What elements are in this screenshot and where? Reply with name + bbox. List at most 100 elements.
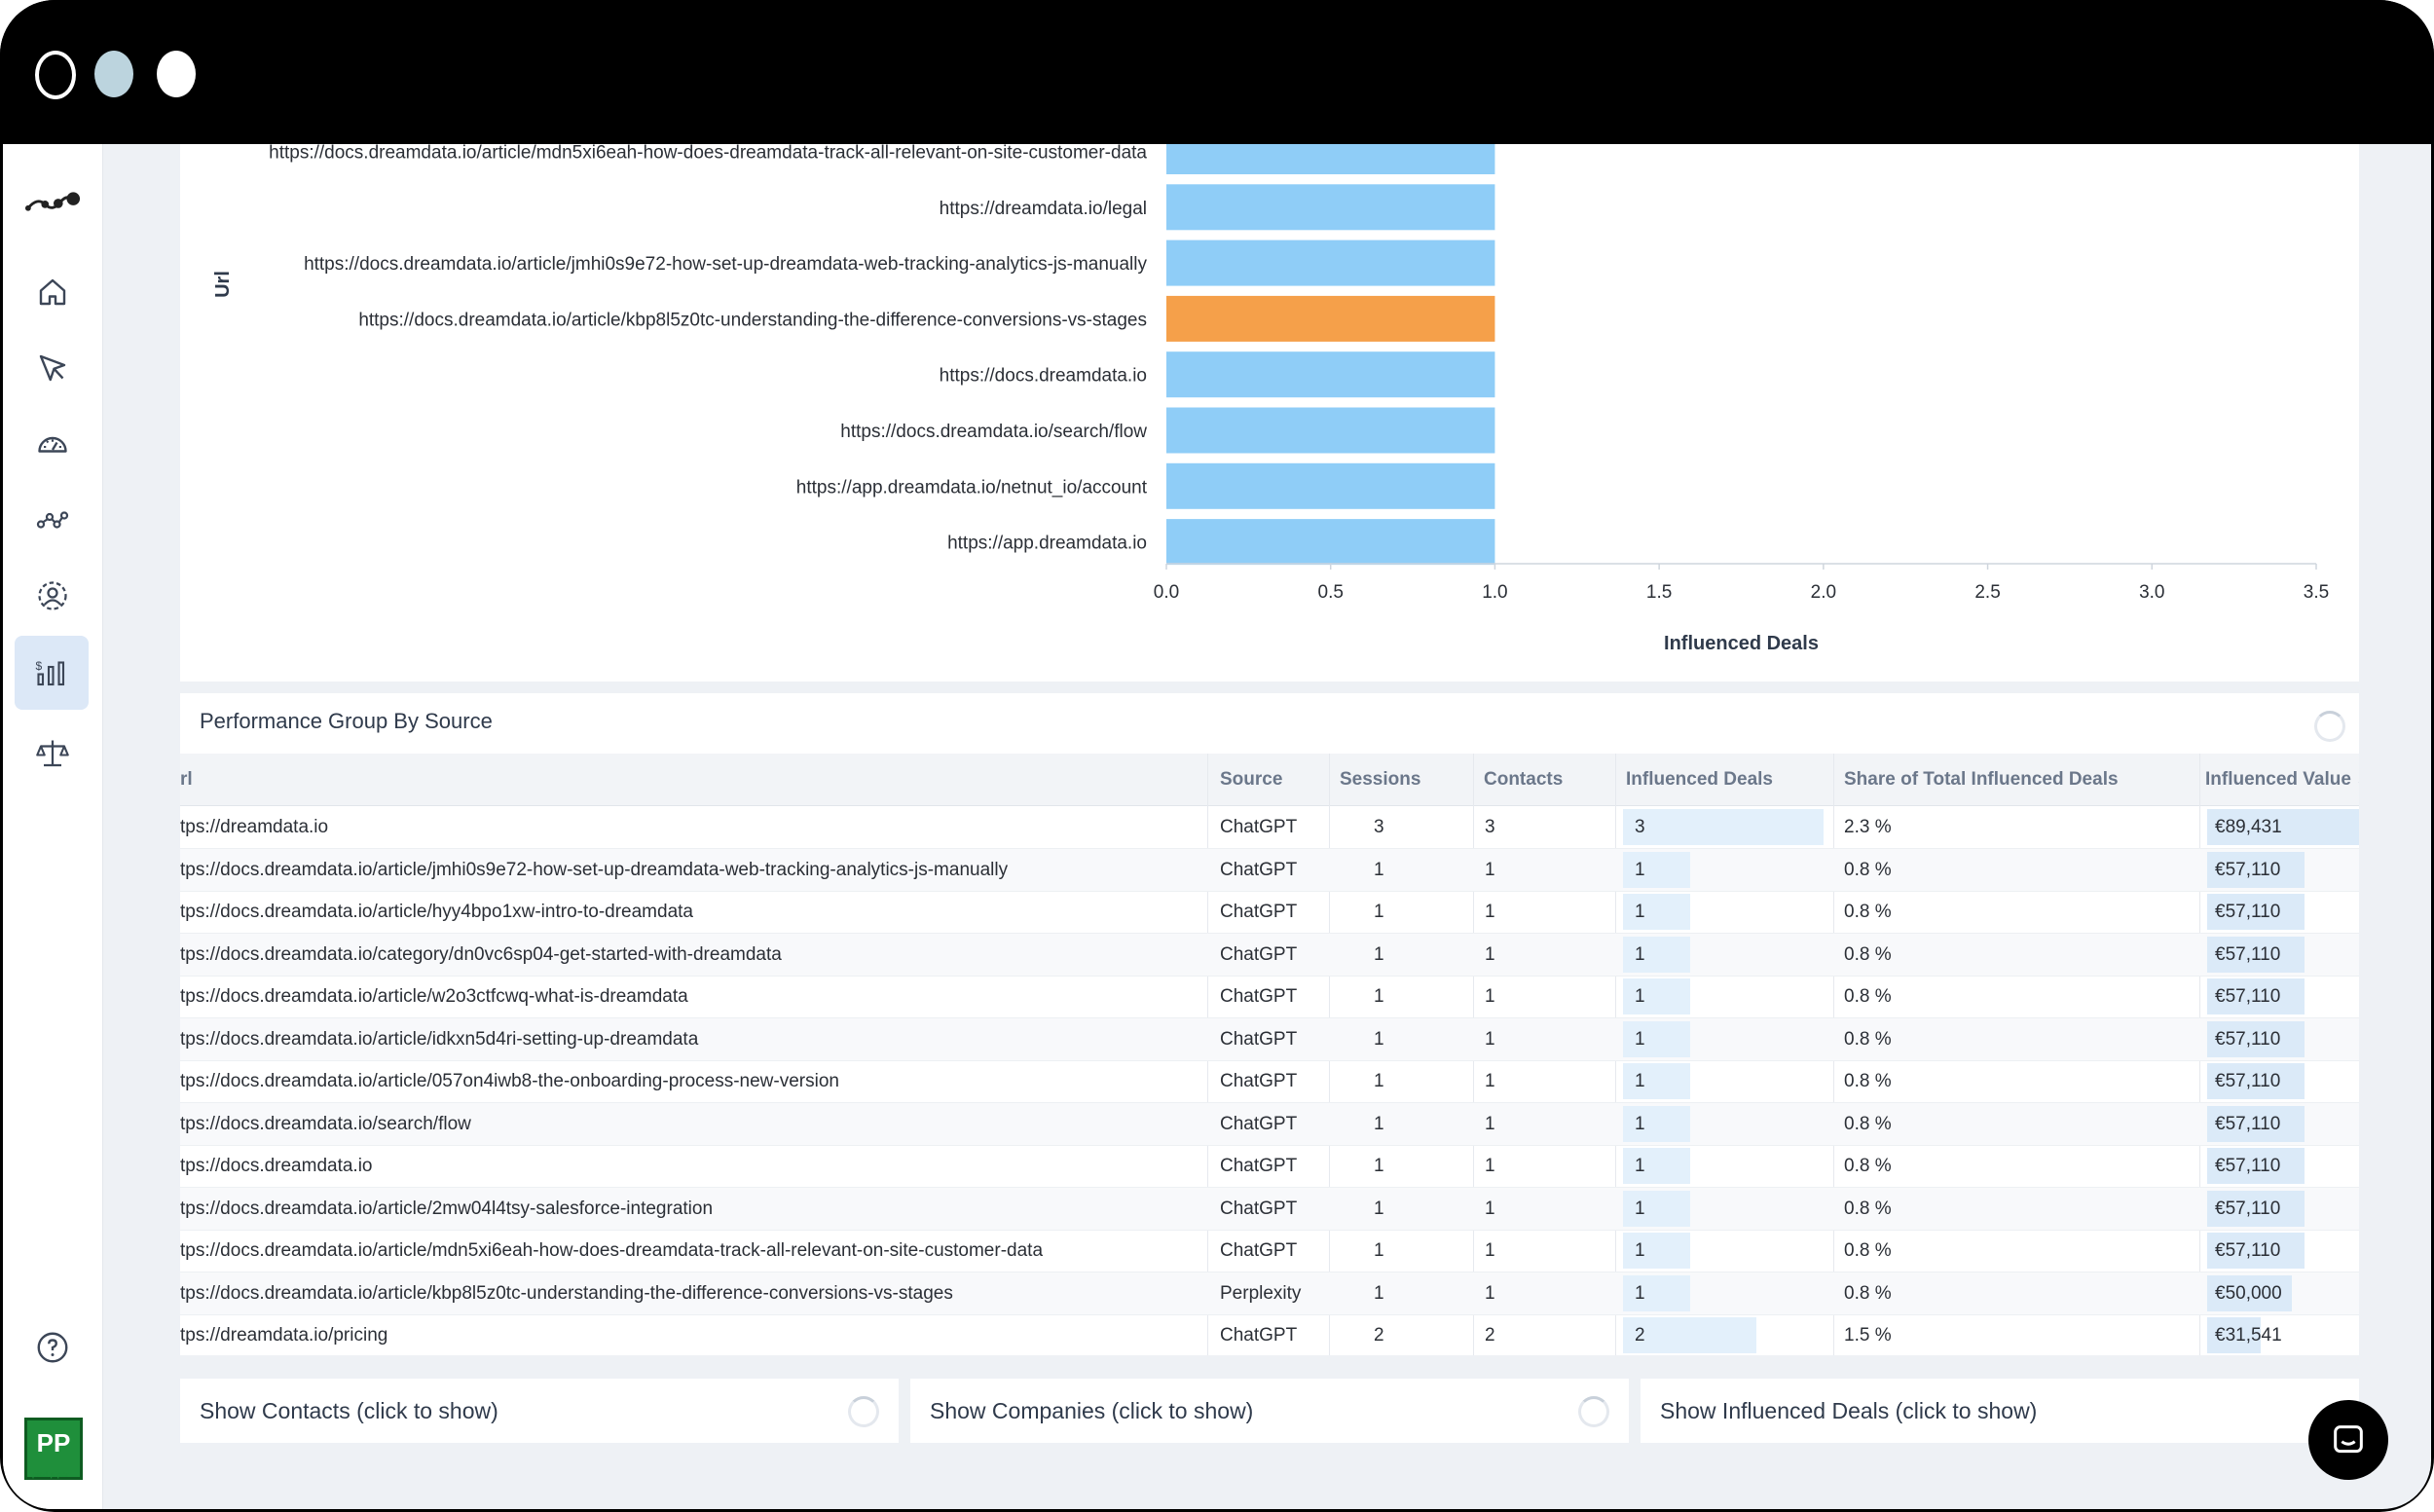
share-cell: 2.3 % [1844, 817, 1892, 837]
table-row[interactable]: tps://docs.dreamdata.io/article/w2o3ctfc… [180, 976, 2359, 1018]
table-row[interactable]: tps://docs.dreamdata.io/article/mdn5xi6e… [180, 1230, 2359, 1272]
influenced-value-cell: €57,110 [2215, 986, 2281, 1007]
column-header-sessions[interactable]: Sessions [1340, 769, 1421, 790]
influenced-value-cell: €57,110 [2215, 1240, 2281, 1261]
show-companies-card[interactable]: Show Companies (click to show) [910, 1379, 1629, 1443]
influenced-value-bar [2207, 1020, 2305, 1057]
scale-icon[interactable] [24, 725, 81, 782]
table-row[interactable]: tps://dreamdata.io/pricing ChatGPT 2 2 2 1.5 … [180, 1314, 2359, 1355]
contacts-cell: 1 [1485, 1156, 1495, 1176]
source-cell: ChatGPT [1220, 859, 1298, 880]
contacts-cell: 1 [1485, 1113, 1495, 1134]
column-header-source[interactable]: Source [1220, 769, 1283, 790]
home-icon[interactable] [24, 264, 81, 320]
show-contacts-card[interactable]: Show Contacts (click to show) [180, 1379, 899, 1443]
url-cell: tps://docs.dreamdata.io/article/057on4iw… [180, 1071, 839, 1091]
y-tick-label: https://docs.dreamdata.io/search/flow [840, 422, 1147, 442]
influenced-value-cell: €57,110 [2215, 1113, 2281, 1134]
influenced-deals-cell: 1 [1635, 902, 1645, 922]
loading-spinner-icon [1578, 1396, 1609, 1427]
help-icon[interactable] [24, 1319, 81, 1376]
share-cell: 0.8 % [1844, 1282, 1892, 1304]
audience-icon[interactable] [24, 568, 81, 624]
url-cell: tps://docs.dreamdata.io/article/idkxn5d4… [180, 1028, 699, 1050]
x-tick-label: 0.0 [1154, 582, 1179, 603]
app-container: $ PP pied piper https://docs.dreamdata.i… [3, 144, 2431, 1509]
column-header-contacts[interactable]: Contacts [1484, 769, 1564, 790]
table-row[interactable]: tps://docs.dreamdata.io/article/jmhi0s9e… [180, 848, 2359, 892]
column-header-url[interactable]: rl [180, 769, 193, 790]
table-row[interactable]: tps://docs.dreamdata.io/article/hyy4bpo1… [180, 891, 2359, 934]
share-cell: 0.8 % [1844, 1156, 1892, 1176]
influenced-value-bar [2207, 894, 2305, 930]
table-row[interactable]: tps://docs.dreamdata.io/article/idkxn5d4… [180, 1017, 2359, 1061]
influenced-deals-cell: 1 [1635, 1028, 1645, 1050]
url-cell: tps://dreamdata.io/pricing [180, 1325, 388, 1346]
influenced-deals-bar [1623, 1063, 1690, 1099]
table-row[interactable]: tps://docs.dreamdata.io/search/flow ChatG… [180, 1102, 2359, 1146]
source-cell: ChatGPT [1220, 1240, 1298, 1261]
contacts-cell: 2 [1485, 1325, 1495, 1346]
column-header-influenced-deals[interactable]: Influenced Deals [1626, 769, 1773, 790]
table-row[interactable]: tps://docs.dreamdata.io ChatGPT 1 1 1 0.8 % €5… [180, 1145, 2359, 1188]
influenced-deals-bar [1623, 809, 1824, 845]
chart-bar[interactable] [1166, 519, 1495, 566]
sessions-cell: 1 [1374, 902, 1384, 922]
influenced-deals-cell: 1 [1635, 1113, 1645, 1134]
influenced-value-cell: €57,110 [2215, 943, 2281, 965]
chart-bar[interactable] [1166, 144, 1495, 174]
table-row[interactable]: tps://dreamdata.io ChatGPT 3 3 3 2.3 % €89,431 [180, 806, 2359, 849]
chart-bar[interactable] [1166, 184, 1495, 231]
y-tick-label: https://docs.dreamdata.io [940, 366, 1147, 387]
x-axis-title: Influenced Deals [1664, 633, 1819, 654]
influenced-deals-bar [1623, 1317, 1757, 1353]
chat-launcher-button[interactable] [2308, 1400, 2388, 1480]
sessions-cell: 1 [1374, 1240, 1384, 1261]
workspace-logo[interactable]: PP [24, 1418, 83, 1480]
x-tick-label: 0.5 [1318, 582, 1344, 603]
source-cell: ChatGPT [1220, 943, 1298, 965]
show-companies-label: Show Companies (click to show) [930, 1398, 1254, 1423]
close-window-button[interactable] [35, 51, 76, 99]
y-tick-label: https://docs.dreamdata.io/article/jmhi0s… [304, 254, 1147, 275]
gauge-icon[interactable] [24, 416, 81, 472]
chat-icon [2334, 1425, 2363, 1454]
chart-bar[interactable] [1166, 351, 1495, 398]
contacts-cell: 1 [1485, 902, 1495, 922]
influenced-deals-cell: 1 [1635, 1282, 1645, 1304]
influenced-value-cell: €57,110 [2215, 1071, 2281, 1091]
contacts-cell: 1 [1485, 1071, 1495, 1091]
table-row[interactable]: tps://docs.dreamdata.io/category/dn0vc6s… [180, 933, 2359, 977]
influenced-deals-cell: 1 [1635, 986, 1645, 1007]
column-header-influenced-value[interactable]: Influenced Value ↓ [2205, 769, 2359, 790]
journey-icon[interactable] [24, 492, 81, 548]
share-cell: 0.8 % [1844, 943, 1892, 965]
table-row[interactable]: tps://docs.dreamdata.io/article/2mw04l4t… [180, 1187, 2359, 1231]
influenced-value-bar [2207, 978, 2305, 1014]
influenced-deals-cell: 1 [1635, 943, 1645, 965]
influenced-deals-cell: 3 [1635, 817, 1645, 837]
url-cell: tps://docs.dreamdata.io/article/hyy4bpo1… [180, 902, 693, 922]
chart-bar[interactable] [1166, 462, 1495, 509]
show-influenced-deals-card[interactable]: Show Influenced Deals (click to show) [1641, 1379, 2359, 1443]
chart-bar[interactable] [1166, 240, 1495, 286]
cursor-icon[interactable] [24, 340, 81, 396]
influenced-value-cell: €57,110 [2215, 902, 2281, 922]
chart-bar[interactable] [1166, 295, 1495, 342]
y-tick-label: https://app.dreamdata.io [947, 534, 1147, 554]
table-row[interactable]: tps://docs.dreamdata.io/article/057on4iw… [180, 1060, 2359, 1103]
sessions-cell: 1 [1374, 1071, 1384, 1091]
minimize-window-button[interactable] [94, 51, 133, 97]
dreamdata-logo-icon[interactable] [24, 173, 81, 230]
url-cell: tps://docs.dreamdata.io [180, 1156, 373, 1176]
chart-bar[interactable] [1166, 407, 1495, 454]
loading-spinner-icon [2314, 711, 2345, 742]
maximize-window-button[interactable] [157, 51, 196, 97]
sessions-cell: 1 [1374, 986, 1384, 1007]
revenue-chart-icon[interactable]: $ [15, 636, 89, 710]
sidebar: $ PP pied piper [3, 144, 103, 1509]
contacts-cell: 1 [1485, 859, 1495, 880]
table-header: rl Source Sessions Contacts Influenced D… [180, 754, 2359, 806]
column-header-share[interactable]: Share of Total Influenced Deals [1844, 769, 2119, 790]
table-row[interactable]: tps://docs.dreamdata.io/article/kbp8l5z0… [180, 1272, 2359, 1315]
